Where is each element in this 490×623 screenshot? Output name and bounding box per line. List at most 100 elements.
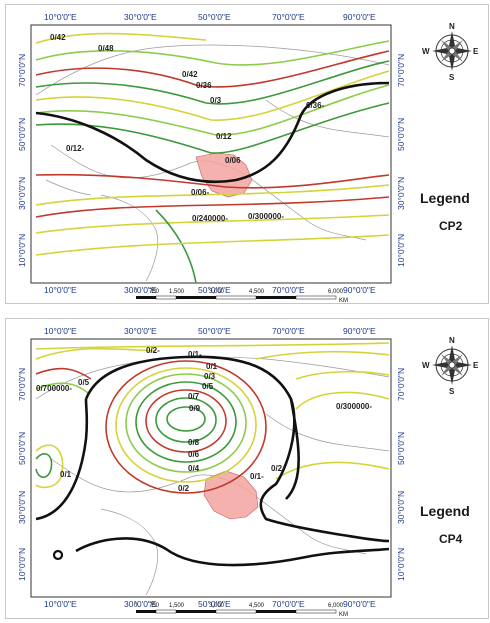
contour-label: 0/4 <box>188 464 200 473</box>
contour-label: 0/12 <box>216 132 232 141</box>
lat-label: 10°0'0"N <box>396 234 406 267</box>
lat-label: 70°0'0"N <box>396 54 406 87</box>
contour-label: 0/240000- <box>192 214 228 223</box>
contour-label: 0/36 <box>196 81 212 90</box>
contour-label: 0/06- <box>191 188 210 197</box>
lon-label: 70°0'0"E <box>272 285 305 295</box>
scale-unit: KM <box>339 612 348 618</box>
contour-label: 0/2- <box>146 346 160 355</box>
compass-south: S <box>449 73 455 82</box>
pattern-code: CP2 <box>439 219 463 233</box>
lon-label: 30°0'0"E <box>124 599 157 609</box>
lat-label: 10°0'0"N <box>396 548 406 581</box>
map-panel-cp2: 0/42 0/48 0/36 0/42 0/3 0/36- 0/12 0/12-… <box>5 4 489 304</box>
lon-label: 50°0'0"E <box>198 285 231 295</box>
scale-unit: KM <box>339 298 348 304</box>
compass-west: W <box>422 361 430 370</box>
map-panel-cp4: 0/2- 0/1- 0/1 0/3 0/5 0/7 0/9 0/8 0/6 0/… <box>5 318 489 619</box>
contour-label: 0/9 <box>189 404 201 413</box>
map-figure: 0/2- 0/1- 0/1 0/3 0/5 0/7 0/9 0/8 0/6 0/… <box>17 326 479 618</box>
contour-label: 0/1- <box>250 472 264 481</box>
scale-tick: 1,500 <box>169 289 185 295</box>
lon-label: 50°0'0"E <box>198 326 231 336</box>
zero-contour <box>35 355 390 567</box>
contour-label: 0/5 <box>202 382 214 391</box>
contour-lines <box>35 32 390 284</box>
lat-label: 50°0'0"N <box>396 118 406 151</box>
lat-label: 70°0'0"N <box>17 54 27 87</box>
study-region <box>203 470 259 520</box>
contour-label: 0/1- <box>188 350 202 359</box>
contour-label: 0/700000- <box>36 384 72 393</box>
scale-tick: 750 <box>149 603 160 609</box>
lat-label: 70°0'0"N <box>17 368 27 401</box>
contour-label: 0/42 <box>50 33 66 42</box>
lat-labels: 70°0'0"N 50°0'0"N 30°0'0"N 10°0'0"N 70°0… <box>17 368 406 581</box>
lon-label: 30°0'0"E <box>124 285 157 295</box>
scale-tick: 6,000 <box>328 603 344 609</box>
scale-tick: 0 <box>134 289 138 295</box>
lat-label: 10°0'0"N <box>17 548 27 581</box>
scale-tick: 4,500 <box>249 603 265 609</box>
contour-label: 0/7 <box>188 392 200 401</box>
contour-label: 0/42 <box>182 70 198 79</box>
compass-west: W <box>422 47 430 56</box>
scale-tick: 3,000 <box>209 289 225 295</box>
lon-label: 10°0'0"E <box>44 599 77 609</box>
lon-label: 50°0'0"E <box>198 599 231 609</box>
lon-label: 70°0'0"E <box>272 599 305 609</box>
map-figure: 0/42 0/48 0/36 0/42 0/3 0/36- 0/12 0/12-… <box>17 12 479 304</box>
contour-lines <box>35 342 390 494</box>
scale-tick: 3,000 <box>209 603 225 609</box>
scale-tick: 750 <box>149 289 160 295</box>
contour-label: 0/5 <box>78 378 90 387</box>
lat-label: 10°0'0"N <box>17 234 27 267</box>
lon-label: 10°0'0"E <box>44 12 77 22</box>
legend-title: Legend <box>420 503 470 519</box>
zero-contour <box>35 81 390 184</box>
scale-tick: 6,000 <box>328 289 344 295</box>
lon-label: 30°0'0"E <box>124 326 157 336</box>
contour-label: 0/48 <box>98 44 114 53</box>
contour-label: 0/300000- <box>248 212 284 221</box>
pattern-code: CP4 <box>439 532 463 546</box>
contour-label-group: 0/2- 0/1- 0/1 0/3 0/5 0/7 0/9 0/8 0/6 0/… <box>36 346 372 493</box>
contour-label: 0/300000- <box>336 402 372 411</box>
contour-label: 0/2 <box>178 484 190 493</box>
lon-label: 50°0'0"E <box>198 12 231 22</box>
legend-title: Legend <box>420 190 470 206</box>
scale-tick: 0 <box>134 603 138 609</box>
contour-label: 0/12- <box>66 144 85 153</box>
contour-label: 0/3 <box>204 372 216 381</box>
lon-label: 70°0'0"E <box>272 12 305 22</box>
lat-label: 50°0'0"N <box>396 432 406 465</box>
compass-rose-icon: N E S W <box>422 336 479 396</box>
scale-bar: 0 750 1,500 3,000 4,500 6,000 KM <box>134 603 348 618</box>
contour-label: 0/1 <box>206 362 218 371</box>
lon-label: 90°0'0"E <box>343 599 376 609</box>
compass-north: N <box>449 336 455 345</box>
contour-label: 0/8 <box>188 438 200 447</box>
compass-north: N <box>449 22 455 31</box>
compass-east: E <box>473 361 479 370</box>
lon-label: 30°0'0"E <box>124 12 157 22</box>
contour-label-group: 0/42 0/48 0/36 0/42 0/3 0/36- 0/12 0/12-… <box>50 33 325 223</box>
contour-label: 0/36- <box>306 101 325 110</box>
lat-labels: 70°0'0"N 50°0'0"N 30°0'0"N 10°0'0"N 70°0… <box>17 54 406 267</box>
lat-label: 50°0'0"N <box>17 118 27 151</box>
lon-label: 10°0'0"E <box>44 326 77 336</box>
contour-label: 0/6 <box>188 450 200 459</box>
lat-label: 70°0'0"N <box>396 368 406 401</box>
lon-labels: 10°0'0"E 30°0'0"E 50°0'0"E 70°0'0"E 90°0… <box>44 326 376 609</box>
compass-rose-icon: N E S W <box>422 22 479 82</box>
lat-label: 50°0'0"N <box>17 432 27 465</box>
zero-contour-island <box>52 549 64 561</box>
lon-label: 90°0'0"E <box>343 285 376 295</box>
contour-label: 0/3 <box>210 96 222 105</box>
contour-label: 0/1 <box>60 470 72 479</box>
lat-label: 30°0'0"N <box>17 177 27 210</box>
lat-label: 30°0'0"N <box>396 491 406 524</box>
lat-label: 30°0'0"N <box>396 177 406 210</box>
contour-label: 0/2- <box>271 464 285 473</box>
lon-label: 90°0'0"E <box>343 326 376 336</box>
